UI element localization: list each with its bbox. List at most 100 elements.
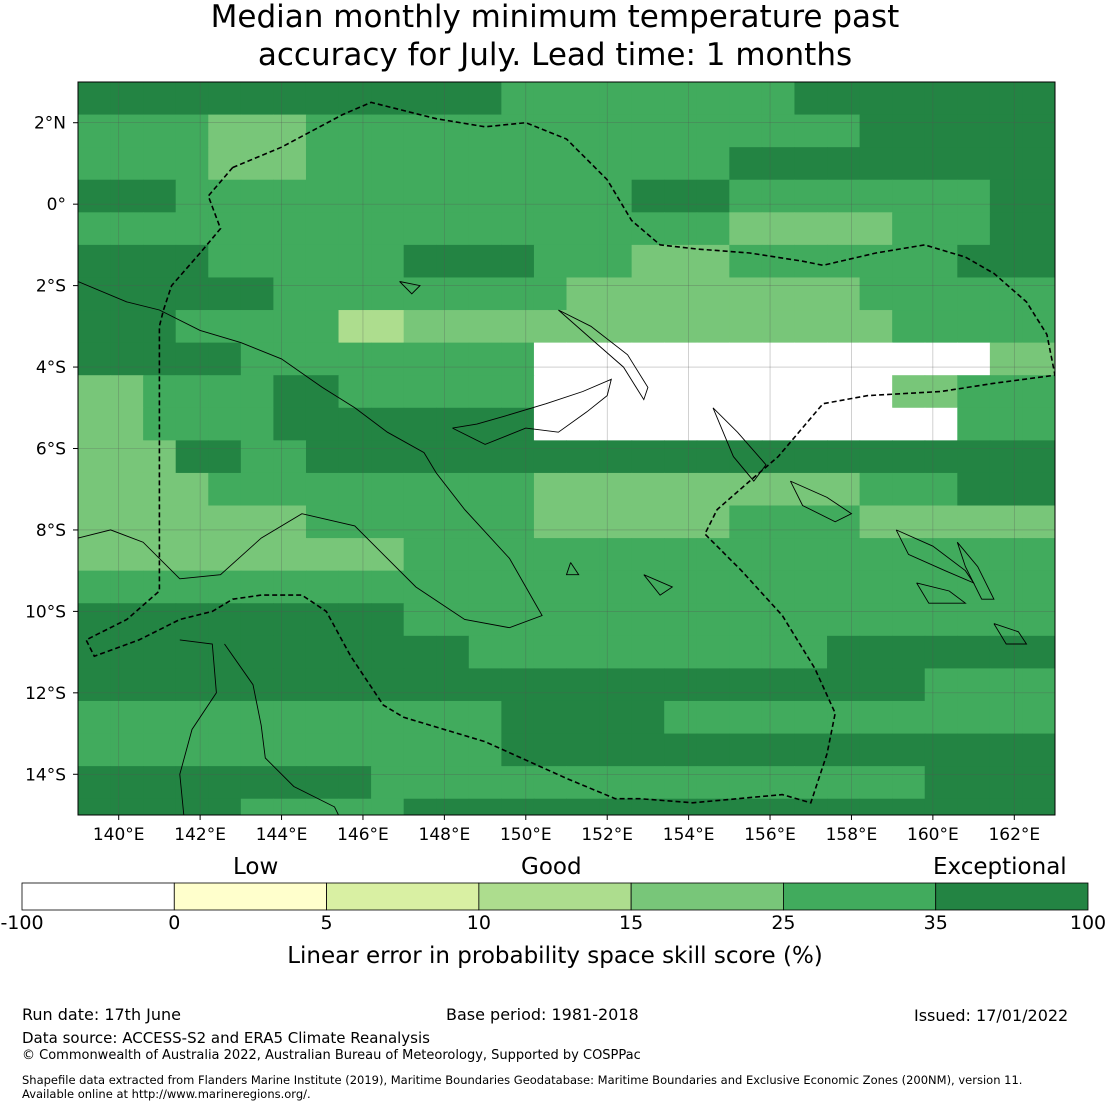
grid-cell <box>338 179 372 213</box>
grid-cell <box>78 179 112 213</box>
grid-cell <box>827 179 861 213</box>
grid-cell <box>599 472 633 507</box>
grid-cell <box>240 538 274 572</box>
grid-cell <box>794 407 828 441</box>
grid-cell <box>403 635 437 669</box>
grid-cell <box>78 766 112 800</box>
grid-cell <box>110 505 144 539</box>
grid-cell <box>892 277 926 311</box>
grid-cell <box>533 505 567 539</box>
grid-cell <box>468 570 502 604</box>
grid-cell <box>273 375 307 409</box>
grid-cell <box>208 342 242 376</box>
grid-cell <box>664 700 698 735</box>
grid-cell <box>924 570 958 604</box>
grid-cell <box>892 472 926 507</box>
grid-cell <box>566 668 600 702</box>
grid-cell <box>338 244 372 278</box>
grid-cell <box>1022 147 1055 181</box>
grid-cell <box>859 766 893 800</box>
grid-cell <box>1022 733 1055 767</box>
grid-cell <box>989 407 1023 441</box>
grid-cell <box>403 114 437 148</box>
grid-cell <box>110 147 144 181</box>
grid-cell <box>501 766 535 800</box>
grid-cell <box>892 244 926 278</box>
grid-cell <box>273 505 307 539</box>
grid-cell <box>110 766 144 800</box>
grid-cell <box>827 342 861 376</box>
grid-cell <box>143 668 177 702</box>
grid-cell <box>599 212 633 246</box>
grid-cell <box>957 700 991 735</box>
grid-cell <box>599 505 633 539</box>
grid-cell <box>827 440 861 474</box>
grid-cell <box>892 1027 925 1060</box>
grid-cell <box>240 244 274 278</box>
grid-cell <box>696 179 730 213</box>
grid-cell <box>859 407 893 441</box>
grid-cell <box>501 179 535 213</box>
grid-cell <box>468 244 502 278</box>
grid-cell <box>501 668 535 702</box>
grid-cell <box>338 82 372 116</box>
grid-cell <box>566 440 600 474</box>
grid-cell <box>533 244 567 278</box>
grid-cell <box>892 212 926 246</box>
grid-cell <box>1022 1059 1055 1092</box>
grid-cell <box>794 635 828 669</box>
grid-cell <box>533 603 567 637</box>
grid-cell <box>338 440 372 474</box>
grid-cell <box>892 375 926 409</box>
grid-cell <box>599 114 633 148</box>
coastline <box>558 309 649 401</box>
grid-cell <box>273 668 307 702</box>
grid-cell <box>566 244 600 278</box>
grid-cell <box>78 570 112 604</box>
grid-cell <box>794 82 828 116</box>
grid-cell <box>175 538 209 572</box>
grid-cell <box>859 538 893 572</box>
grid-cell <box>631 798 665 815</box>
grid-cell <box>403 603 437 637</box>
x-tick-label: 154°E <box>663 825 715 845</box>
grid-cell <box>794 244 828 278</box>
grid-cell <box>305 244 340 278</box>
grid-cell <box>1022 798 1055 815</box>
grid-cell <box>599 244 633 278</box>
grid-cell <box>175 733 209 767</box>
grid-cell <box>436 635 470 669</box>
grid-cell <box>501 310 535 344</box>
grid-cell <box>599 342 633 376</box>
grid-cell <box>599 798 633 815</box>
grid-cell <box>273 635 307 669</box>
grid-cell <box>240 212 274 246</box>
grid-cell <box>78 505 112 539</box>
grid-cell <box>892 766 926 800</box>
grid-cell <box>761 82 795 116</box>
grid-cell <box>1022 342 1055 376</box>
y-tick-label: 12°S <box>25 684 66 704</box>
grid-cell <box>859 505 893 539</box>
grid-cell <box>696 310 730 344</box>
grid-cell <box>273 407 307 441</box>
y-tick-label: 6°S <box>36 440 66 460</box>
grid-cell <box>403 472 437 507</box>
grid-cell <box>696 668 730 702</box>
x-tick-label: 150°E <box>500 825 552 845</box>
grid-cell <box>664 244 698 278</box>
grid-cell <box>664 212 698 246</box>
grid-cell <box>924 212 958 246</box>
grid-cell <box>240 798 274 815</box>
grid-cell <box>208 179 242 213</box>
grid-cell <box>1022 244 1055 278</box>
grid-cell <box>664 440 698 474</box>
grid-cell <box>957 1027 990 1060</box>
grid-cell <box>338 798 372 815</box>
grid-cell <box>957 603 991 637</box>
grid-cell <box>468 82 502 116</box>
colorbar-tick-label: 15 <box>619 912 644 934</box>
grid-cell <box>599 668 633 702</box>
grid-cell <box>566 635 600 669</box>
grid-cell <box>696 212 730 246</box>
